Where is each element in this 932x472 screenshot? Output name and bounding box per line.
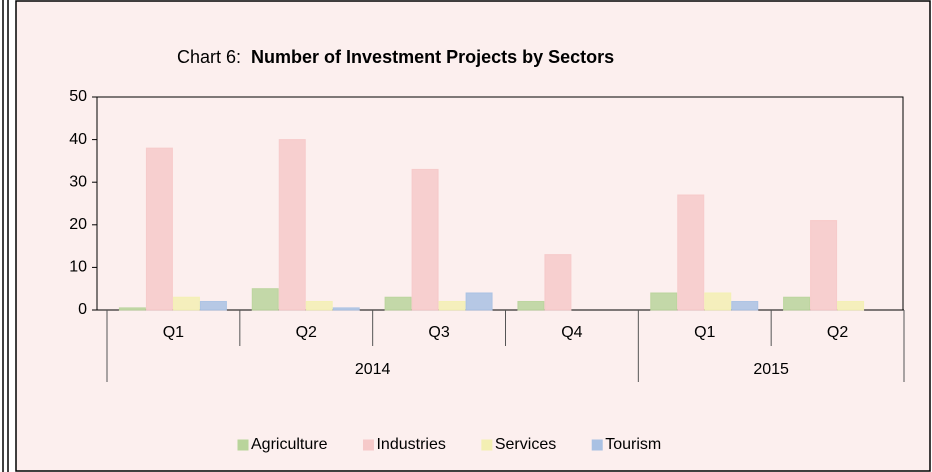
x-tick-label: Q3	[428, 324, 449, 341]
legend-label: Agriculture	[251, 436, 328, 453]
x-tick-label: Q2	[827, 324, 848, 341]
chart-title: Chart 6: Number of Investment Projects b…	[177, 47, 614, 67]
y-tick-label: 0	[78, 301, 87, 318]
legend-label: Tourism	[605, 436, 661, 453]
bar	[465, 292, 493, 311]
legend-swatch	[362, 439, 374, 451]
bar	[411, 168, 439, 311]
bar	[251, 288, 279, 311]
bar	[783, 296, 811, 311]
bar	[810, 220, 838, 311]
bar	[837, 300, 865, 311]
x-tick-label: Q4	[561, 324, 582, 341]
y-tick-label: 30	[69, 173, 87, 190]
x-tick-label: Q1	[163, 324, 184, 341]
bar	[650, 292, 678, 311]
bar	[438, 300, 466, 311]
x-tick-label: Q1	[694, 324, 715, 341]
bar	[517, 300, 545, 311]
bar	[384, 296, 412, 311]
y-tick-label: 10	[69, 259, 87, 276]
y-tick-label: 20	[69, 216, 87, 233]
legend-label: Services	[495, 436, 556, 453]
bar	[199, 300, 227, 311]
bar	[278, 139, 306, 311]
bar	[145, 147, 173, 311]
group-label: 2014	[355, 361, 391, 378]
group-label: 2015	[753, 361, 789, 378]
legend-label: Industries	[376, 436, 445, 453]
bar	[305, 300, 333, 311]
bar	[704, 292, 732, 311]
legend-swatch	[237, 439, 249, 451]
bar	[731, 300, 759, 311]
y-tick-label: 40	[69, 131, 87, 148]
bar	[544, 254, 572, 311]
bar	[677, 194, 705, 311]
bar	[118, 307, 146, 311]
y-tick-label: 50	[69, 88, 87, 105]
chart-title-main: Number of Investment Projects by Sectors	[251, 47, 614, 67]
x-tick-label: Q2	[296, 324, 317, 341]
chart-title-label: Chart 6:	[177, 47, 241, 67]
bar	[332, 307, 360, 311]
bar	[172, 296, 200, 311]
plot-area	[96, 96, 904, 311]
legend-swatch	[481, 439, 493, 451]
legend-swatch	[591, 439, 603, 451]
